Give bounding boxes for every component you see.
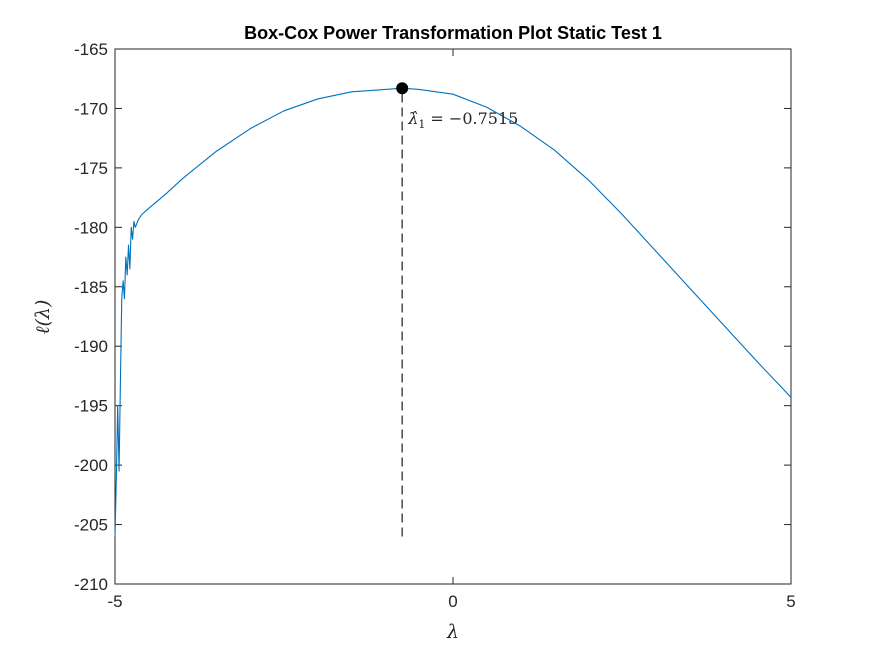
x-tick-label: 0 [448, 592, 457, 611]
y-tick-label: -180 [74, 218, 108, 237]
y-tick-label: -210 [74, 575, 108, 594]
chart-title: Box-Cox Power Transformation Plot Static… [244, 23, 662, 43]
y-tick-label: -195 [74, 397, 108, 416]
x-tick-label: -5 [107, 592, 122, 611]
likelihood-curve [114, 87, 792, 537]
y-tick-label: -165 [74, 40, 108, 59]
y-tick-label: -205 [74, 516, 108, 535]
x-axis-label: λ [446, 621, 459, 643]
plot-axes: -5 0 5 -210 -205 -200 -195 -190 -185 -180 -175 -170… [74, 40, 796, 611]
plot-box [114, 48, 792, 585]
y-tick-label: -185 [74, 278, 108, 297]
y-tick-label: -175 [74, 159, 108, 178]
y-tick-label: -200 [74, 456, 108, 475]
y-tick-label: -190 [74, 337, 108, 356]
y-tick-label: -170 [74, 99, 108, 118]
x-tick-label: 5 [786, 592, 795, 611]
max-likelihood-marker [396, 82, 409, 95]
lambda-hat-annotation: λ̂1 = −0.7515 [407, 109, 518, 131]
y-axis-label: ℓ(λ) [32, 300, 54, 335]
